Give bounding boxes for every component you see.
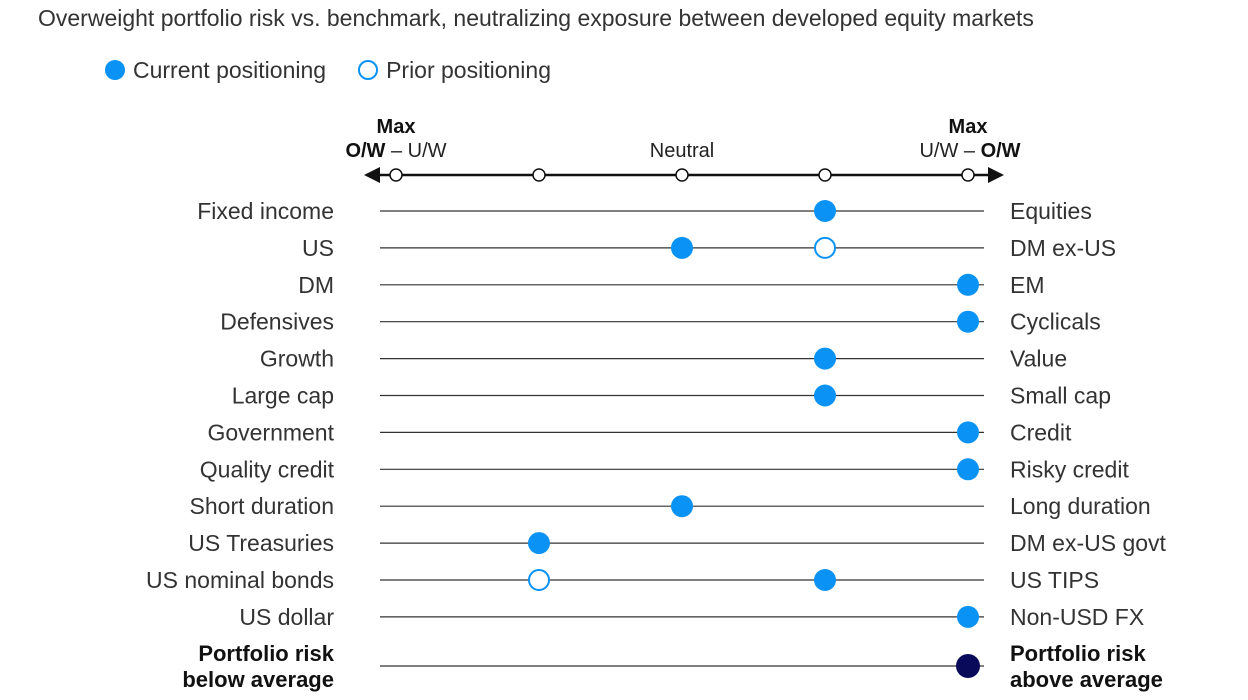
row-right-label-4: Value xyxy=(1010,346,1067,372)
current-point-9 xyxy=(528,532,550,555)
row-left-label-11: US dollar xyxy=(239,604,334,630)
legend: Current positioning Prior positioning xyxy=(105,56,583,84)
axis-arrow-left xyxy=(364,167,380,183)
axis-tick-3 xyxy=(818,168,832,182)
row-left-label-4: Growth xyxy=(260,346,334,372)
summary-left-label-1: Portfolio risk xyxy=(198,641,334,666)
axis-right-uw-label: U/W – xyxy=(919,140,980,162)
axis-right-ow-label: O/W xyxy=(981,140,1021,162)
current-point-3 xyxy=(957,310,979,333)
chart-title: Overweight portfolio risk vs. benchmark,… xyxy=(38,5,1034,31)
axis-tick-1 xyxy=(532,168,546,182)
row-right-label-1: DM ex-US xyxy=(1010,235,1116,261)
current-point-11 xyxy=(957,605,979,628)
axis-right-max-label: Max xyxy=(949,116,988,138)
row-right-label-5: Small cap xyxy=(1010,383,1111,409)
summary-left-label-2: below average xyxy=(182,667,334,692)
axis-left-uw-label: – U/W xyxy=(385,140,446,162)
row-right-label-3: Cyclicals xyxy=(1010,309,1101,335)
prior-point-10 xyxy=(528,569,550,591)
axis-tick-0 xyxy=(389,168,403,182)
axis-arrow-right xyxy=(988,167,1004,183)
axis-left-max-label: Max xyxy=(377,116,416,138)
row-left-label-6: Government xyxy=(207,419,334,445)
row-right-label-10: US TIPS xyxy=(1010,567,1099,593)
row-right-label-6: Credit xyxy=(1010,419,1072,445)
row-left-label-9: US Treasuries xyxy=(188,530,334,556)
axis-tick-4 xyxy=(961,168,975,182)
axis-neutral-label: Neutral xyxy=(650,140,714,162)
legend-item-prior: Prior positioning xyxy=(358,57,551,84)
current-point-8 xyxy=(671,495,693,518)
current-point-4 xyxy=(814,347,836,370)
row-right-label-2: EM xyxy=(1010,272,1045,298)
current-point-5 xyxy=(814,384,836,407)
row-left-label-7: Quality credit xyxy=(200,456,335,482)
current-point-10 xyxy=(814,569,836,591)
current-point-1 xyxy=(671,236,693,259)
current-point-0 xyxy=(814,200,836,222)
row-right-label-0: Equities xyxy=(1010,198,1092,224)
summary-right-label-1: Portfolio risk xyxy=(1010,641,1146,666)
prior-positioning-swatch xyxy=(358,60,379,80)
row-left-label-10: US nominal bonds xyxy=(146,567,334,593)
axis-tick-2 xyxy=(675,168,689,182)
axis-right-end-label: U/W – O/W xyxy=(919,140,1020,162)
row-right-label-8: Long duration xyxy=(1010,493,1151,519)
legend-label-prior: Prior positioning xyxy=(386,56,551,83)
row-left-label-1: US xyxy=(302,235,334,261)
row-left-label-8: Short duration xyxy=(190,493,334,519)
summary-current-point xyxy=(956,654,980,678)
current-point-7 xyxy=(957,458,979,481)
row-right-label-9: DM ex-US govt xyxy=(1010,530,1167,556)
legend-label-current: Current positioning xyxy=(133,56,327,83)
row-left-label-0: Fixed income xyxy=(197,198,334,224)
row-left-label-5: Large cap xyxy=(232,383,334,409)
current-positioning-swatch xyxy=(105,60,125,80)
row-left-label-3: Defensives xyxy=(220,309,334,335)
axis-left-end-label: O/W – U/W xyxy=(345,140,446,162)
current-point-6 xyxy=(957,421,979,444)
prior-point-1 xyxy=(814,236,836,259)
row-left-label-2: DM xyxy=(298,272,334,298)
row-right-label-11: Non-USD FX xyxy=(1010,604,1144,630)
current-point-2 xyxy=(957,273,979,296)
axis-left-ow-label: O/W xyxy=(345,140,385,162)
row-right-label-7: Risky credit xyxy=(1010,456,1129,482)
summary-right-label-2: above average xyxy=(1010,667,1163,692)
legend-item-current: Current positioning xyxy=(105,57,326,84)
